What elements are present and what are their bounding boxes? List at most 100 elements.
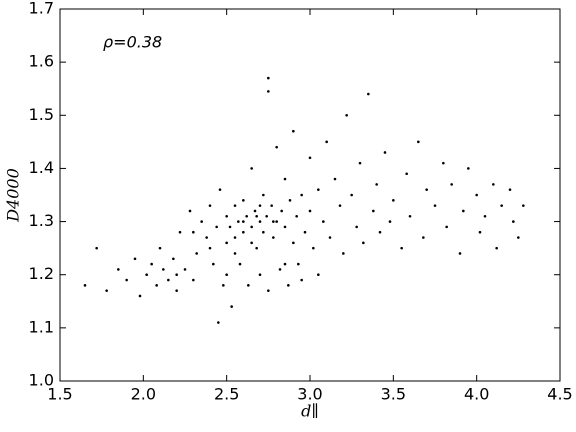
point bbox=[250, 241, 253, 245]
point bbox=[253, 209, 257, 213]
point bbox=[215, 225, 218, 229]
point bbox=[83, 284, 87, 287]
point bbox=[267, 90, 270, 93]
x-tick-label: 1.5 bbox=[47, 385, 72, 404]
point bbox=[325, 140, 328, 144]
point bbox=[375, 183, 378, 186]
point bbox=[238, 262, 242, 266]
point bbox=[200, 220, 203, 223]
point bbox=[247, 284, 250, 287]
point bbox=[138, 294, 142, 298]
point bbox=[433, 204, 437, 207]
point bbox=[417, 140, 420, 144]
x-tick-label: 2.5 bbox=[214, 385, 239, 404]
point bbox=[233, 204, 237, 207]
point bbox=[258, 273, 262, 277]
point bbox=[338, 204, 342, 207]
x-tick-label: 3.0 bbox=[297, 385, 322, 404]
point bbox=[150, 262, 153, 266]
point bbox=[450, 183, 453, 186]
point bbox=[272, 236, 275, 239]
y-tick-label: 1.2 bbox=[29, 264, 54, 283]
point bbox=[208, 204, 212, 207]
point bbox=[172, 257, 175, 261]
point bbox=[222, 284, 225, 287]
point bbox=[265, 214, 268, 218]
point bbox=[300, 278, 303, 282]
point bbox=[95, 246, 98, 250]
y-axis-label: D4000 bbox=[4, 168, 23, 223]
point bbox=[483, 214, 487, 218]
point bbox=[495, 246, 498, 250]
point bbox=[283, 262, 287, 266]
point bbox=[242, 230, 245, 234]
point bbox=[250, 167, 253, 170]
point bbox=[522, 204, 525, 207]
point bbox=[317, 188, 320, 191]
point bbox=[162, 268, 165, 271]
point bbox=[233, 236, 237, 239]
point bbox=[362, 241, 365, 245]
point bbox=[267, 76, 270, 80]
point bbox=[175, 289, 178, 292]
point bbox=[155, 284, 158, 287]
point bbox=[195, 252, 198, 255]
point bbox=[492, 183, 495, 186]
point bbox=[275, 220, 278, 223]
point bbox=[345, 113, 348, 117]
point bbox=[367, 92, 370, 96]
y-tick-label: 1.1 bbox=[29, 317, 54, 336]
point bbox=[133, 257, 137, 261]
point bbox=[288, 199, 292, 202]
point bbox=[292, 241, 295, 245]
x-tick-label: 3.5 bbox=[381, 385, 406, 404]
point bbox=[517, 236, 520, 239]
point bbox=[333, 177, 337, 181]
x-tick-label: 4.0 bbox=[464, 385, 489, 404]
point bbox=[445, 225, 448, 229]
plot-frame bbox=[59, 8, 561, 382]
point bbox=[237, 220, 240, 223]
point bbox=[105, 289, 108, 292]
point bbox=[250, 225, 253, 229]
y-tick-label: 1.7 bbox=[29, 0, 54, 18]
point bbox=[217, 321, 220, 324]
point bbox=[328, 236, 332, 239]
point bbox=[342, 252, 345, 255]
point bbox=[388, 220, 392, 223]
point bbox=[317, 273, 320, 277]
point bbox=[475, 193, 478, 197]
point bbox=[322, 220, 325, 223]
point bbox=[283, 177, 287, 181]
point bbox=[312, 246, 315, 250]
point bbox=[283, 225, 287, 229]
point bbox=[183, 268, 187, 271]
point bbox=[208, 246, 212, 250]
point bbox=[287, 284, 290, 287]
point bbox=[462, 209, 465, 213]
point bbox=[192, 230, 195, 234]
point bbox=[297, 262, 300, 266]
point bbox=[175, 273, 178, 277]
point bbox=[425, 188, 428, 191]
point bbox=[262, 230, 265, 234]
point bbox=[225, 273, 228, 277]
point bbox=[192, 278, 195, 282]
point bbox=[292, 129, 295, 133]
point bbox=[372, 209, 375, 213]
x-axis-label: d∥ bbox=[301, 402, 319, 421]
point bbox=[225, 241, 228, 245]
y-tick-label: 1.0 bbox=[29, 371, 54, 390]
y-tick-label: 1.5 bbox=[29, 105, 54, 124]
point bbox=[355, 225, 358, 229]
point bbox=[167, 278, 170, 282]
point bbox=[255, 246, 258, 250]
point bbox=[512, 220, 515, 223]
point bbox=[258, 220, 262, 223]
point bbox=[358, 161, 362, 165]
point bbox=[267, 289, 270, 292]
point bbox=[205, 236, 208, 239]
point bbox=[280, 209, 283, 213]
point bbox=[508, 188, 512, 191]
